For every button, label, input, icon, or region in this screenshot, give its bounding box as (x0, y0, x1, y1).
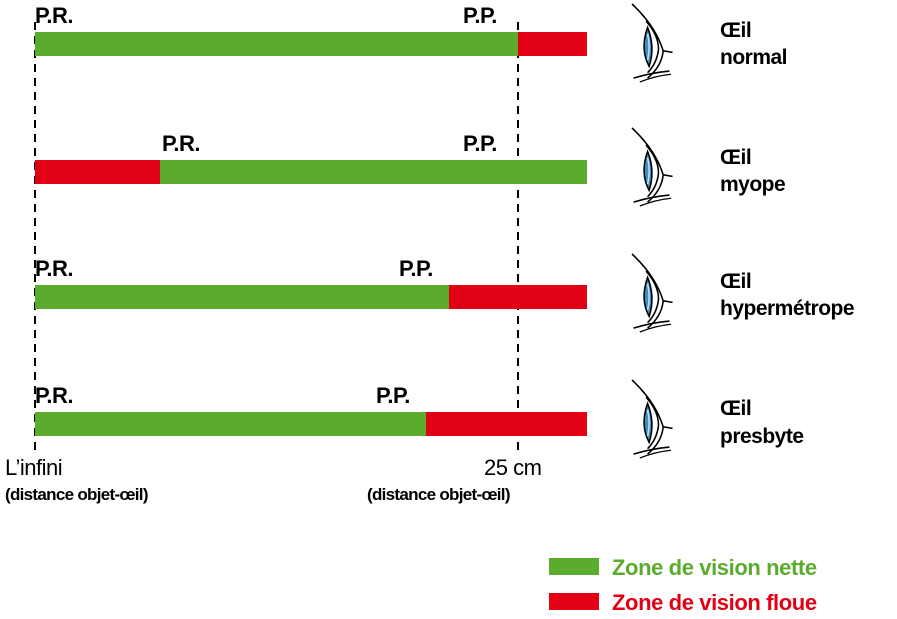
eye-icon (631, 379, 674, 459)
pp-label: P.P. (399, 256, 433, 281)
eye-icon (631, 3, 674, 83)
row-hypermetrope: P.R. P.P. Œil hypermétrope (35, 253, 855, 333)
legend-label-net: Zone de vision nette (612, 555, 817, 580)
legend-item-net: Zone de vision nette (549, 555, 817, 580)
eye-condition: presbyte (720, 425, 804, 448)
axis-left-sublabel: (distance objet-œil) (5, 485, 148, 504)
pp-label: P.P. (376, 383, 410, 408)
pr-label: P.R. (162, 131, 200, 156)
eye-condition: normal (720, 46, 787, 69)
eye-title: Œil (720, 19, 751, 42)
row-presbyte: P.R. P.P. Œil presbyte (35, 379, 804, 459)
pp-label: P.P. (463, 3, 497, 28)
zone-flou-bar (35, 160, 160, 184)
eye-icon (631, 127, 674, 207)
eye-condition: hypermétrope (720, 297, 854, 320)
axis-left-label: L’infini (5, 455, 62, 480)
pr-label: P.R. (35, 3, 73, 28)
eye-icon (631, 253, 674, 333)
zone-flou-bar (426, 412, 587, 436)
legend-item-flou: Zone de vision floue (549, 590, 817, 615)
legend-label-flou: Zone de vision floue (612, 590, 817, 615)
legend: Zone de vision nette Zone de vision flou… (549, 555, 817, 615)
eye-title: Œil (720, 270, 751, 293)
pr-label: P.R. (35, 256, 73, 281)
zone-net-bar (35, 32, 518, 56)
zone-net-bar (35, 412, 426, 436)
eye-title: Œil (720, 146, 751, 169)
eye-title: Œil (720, 397, 751, 420)
legend-swatch-net (549, 558, 599, 575)
zone-flou-bar (518, 32, 587, 56)
pr-label: P.R. (35, 383, 73, 408)
zone-net-bar (160, 160, 587, 184)
zone-flou-bar (449, 285, 587, 309)
axis-right-label: 25 cm (484, 455, 541, 480)
legend-swatch-flou (549, 593, 599, 610)
pp-label: P.P. (463, 131, 497, 156)
row-myope: P.R. P.P. Œil myope (35, 127, 786, 207)
row-normal: P.R. P.P. Œil normal (35, 3, 788, 83)
eye-condition: myope (720, 173, 785, 196)
zone-net-bar (35, 285, 449, 309)
axis-right-sublabel: (distance objet-œil) (367, 485, 510, 504)
